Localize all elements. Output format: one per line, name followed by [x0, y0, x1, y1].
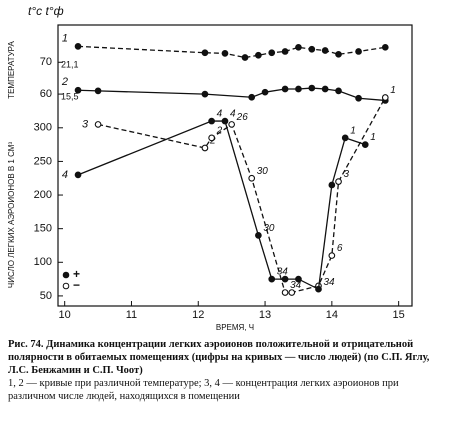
point-label: 6	[337, 243, 343, 254]
point	[308, 84, 316, 92]
legend-marker	[62, 282, 70, 290]
point	[248, 174, 256, 182]
point	[335, 178, 342, 185]
point	[228, 121, 236, 128]
y-title: ЧИСЛО ЛЕГКИХ АЭРОИОНОВ В 1 СМ³	[7, 142, 16, 289]
x-tick-label: 12	[192, 309, 204, 321]
x-tick-label: 15	[393, 309, 405, 321]
point	[248, 93, 256, 101]
point	[328, 252, 336, 259]
x-tick-label: 10	[59, 309, 71, 321]
point	[268, 49, 276, 57]
point	[201, 49, 209, 57]
point	[341, 134, 349, 142]
point-label: 26	[236, 112, 249, 123]
legend-marker	[62, 271, 70, 279]
point	[281, 275, 289, 283]
caption: Рис. 74. Динамика концентрации легких аэ…	[8, 338, 444, 403]
point	[94, 87, 102, 95]
point-label: 3	[344, 169, 350, 180]
point	[335, 87, 342, 95]
y-alt-tick-label: 21,1	[61, 60, 79, 70]
y-tick-label: 200	[34, 189, 52, 201]
y-tick-label: 300	[34, 122, 52, 134]
point	[74, 171, 82, 179]
point	[281, 289, 289, 296]
point	[355, 94, 362, 102]
y-alt-tick-label: 15,5	[61, 91, 79, 101]
x-tick-label: 11	[126, 309, 137, 321]
point	[295, 43, 302, 51]
legend-label: +	[73, 267, 80, 281]
y-tick-label: 100	[34, 256, 52, 268]
point	[208, 117, 215, 125]
caption-note: 1, 2 — кривые при различной температуре;…	[8, 378, 399, 402]
point	[321, 85, 329, 93]
point	[295, 275, 302, 283]
point	[355, 48, 362, 55]
point	[241, 54, 249, 61]
y-title: ТЕМПЕРАТУРА	[7, 41, 16, 99]
point	[381, 43, 389, 51]
point-label: 1	[350, 126, 356, 137]
y-tick-label: 50	[40, 290, 52, 302]
x-title: ВРЕМЯ, Ч	[216, 323, 254, 332]
point	[74, 43, 82, 50]
y-tick-label: 150	[34, 223, 52, 235]
x-tick-label: 14	[326, 309, 338, 321]
point-label: 34	[323, 277, 335, 288]
point-label: 34	[290, 280, 302, 291]
y-tick-label: 60	[40, 88, 52, 100]
point	[201, 90, 209, 98]
point-label: 30	[263, 223, 275, 234]
point	[255, 232, 262, 239]
point-label: 30	[257, 166, 269, 177]
point	[261, 88, 269, 96]
point	[221, 50, 229, 57]
point-label: 34	[277, 267, 289, 278]
series-line	[97, 97, 386, 294]
point	[255, 51, 262, 59]
series-line	[77, 120, 366, 291]
point	[281, 85, 289, 93]
point	[308, 45, 316, 53]
point	[295, 85, 302, 93]
y-tick-label: 250	[34, 155, 52, 167]
point	[268, 275, 276, 283]
point	[94, 121, 102, 128]
point-label: 1	[370, 132, 376, 143]
legend-label: −	[73, 278, 80, 292]
point	[288, 289, 296, 296]
point	[328, 181, 336, 189]
series-line	[78, 87, 386, 102]
point	[221, 117, 229, 125]
plot-frame	[57, 24, 413, 307]
series-name: 2	[61, 76, 68, 88]
point-label: 4	[217, 109, 223, 120]
point	[208, 134, 215, 142]
point	[361, 141, 369, 148]
point	[321, 47, 329, 54]
point	[335, 50, 342, 58]
point	[315, 285, 322, 293]
point-label: 1	[390, 85, 396, 96]
series-name: 3	[82, 118, 89, 130]
point	[381, 94, 389, 101]
series-name: 1	[62, 32, 68, 44]
caption-title: Рис. 74. Динамика концентрации легких аэ…	[8, 339, 430, 376]
series-name: 4	[62, 169, 68, 181]
y-tick-label: 70	[40, 56, 52, 68]
point	[281, 48, 289, 55]
chart: t°c t°ф ТЕМПЕРАТУРА ЧИСЛО ЛЕГКИХ АЭРОИОН…	[7, 4, 413, 332]
point-label: 2	[216, 126, 223, 137]
unit-title: t°c t°ф	[28, 4, 64, 18]
point-label: 4	[230, 109, 236, 120]
x-tick-label: 13	[259, 309, 271, 321]
point	[74, 86, 82, 94]
point	[201, 144, 209, 152]
